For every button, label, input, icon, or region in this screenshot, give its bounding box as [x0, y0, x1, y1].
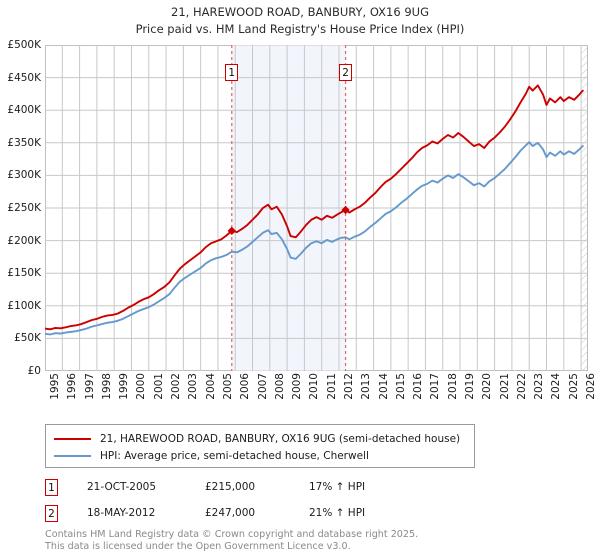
y-tick-label: £200K [7, 234, 41, 247]
transaction-hpi-delta: 17% ↑ HPI [309, 481, 366, 493]
x-tick-label: 2013 [360, 373, 373, 400]
legend-swatch-hpi [54, 454, 91, 457]
x-tick-label: 2012 [342, 373, 355, 400]
x-tick-label: 2007 [256, 373, 269, 400]
chart-marker-badge: 2 [339, 64, 353, 81]
title-line-1: 21, HAREWOOD ROAD, BANBURY, OX16 9UG [171, 5, 429, 19]
x-tick-label: 2003 [187, 373, 200, 400]
transaction-hpi-delta: 21% ↑ HPI [309, 507, 366, 519]
x-tick-label: 2017 [429, 373, 442, 400]
x-tick-label: 2001 [152, 373, 165, 400]
y-tick-label: £250K [7, 202, 41, 214]
x-tick-label: 2000 [135, 373, 148, 400]
x-tick-label: 2023 [533, 373, 546, 400]
y-tick-label: £0 [27, 365, 41, 377]
transactions-table: 1 21-OCT-2005 £215,000 17% ↑ HPI 2 18-MA… [45, 474, 475, 526]
x-tick-label: 2016 [412, 373, 425, 400]
legend-label-price-paid: 21, HAREWOOD ROAD, BANBURY, OX16 9UG (se… [100, 432, 461, 445]
x-tick-label: 2005 [221, 373, 234, 400]
chart-marker-badge: 1 [225, 64, 239, 81]
footer-attribution: Contains HM Land Registry data © Crown c… [45, 529, 585, 552]
x-tick-label: 2010 [308, 373, 321, 400]
x-tick-label: 2018 [446, 373, 459, 400]
footer-line-1: Contains HM Land Registry data © Crown c… [45, 529, 419, 540]
x-tick-label: 2008 [273, 373, 286, 400]
x-tick-label: 2002 [170, 373, 183, 400]
chart-legend: 21, HAREWOOD ROAD, BANBURY, OX16 9UG (se… [45, 424, 475, 468]
x-tick-label: 2006 [239, 373, 252, 400]
transaction-price: £215,000 [205, 481, 256, 493]
x-tick-label: 1996 [66, 373, 79, 400]
y-tick-label: £100K [7, 299, 41, 312]
table-row: 1 21-OCT-2005 £215,000 17% ↑ HPI [45, 474, 475, 500]
transaction-date: 18-MAY-2012 [87, 507, 156, 519]
y-axis: £0 £50K £100K £150K £200K £250K £300K £350K £400… [0, 39, 45, 377]
y-tick-label: £400K [7, 104, 41, 117]
x-tick-label: 1995 [49, 373, 61, 400]
y-tick-label: £50K [14, 332, 41, 345]
x-tick-label: 2011 [325, 373, 338, 400]
x-tick-label: 2014 [377, 373, 390, 400]
x-tick-label: 2020 [481, 373, 494, 400]
transaction-price: £247,000 [205, 507, 256, 519]
x-tick-label: 2015 [394, 373, 407, 400]
plot-svg [45, 45, 588, 371]
legend-item-hpi: HPI: Average price, semi-detached house,… [54, 447, 466, 464]
legend-label-hpi: HPI: Average price, semi-detached house,… [100, 449, 369, 462]
y-tick-label: £150K [7, 267, 41, 280]
transaction-date: 21-OCT-2005 [87, 481, 156, 493]
x-tick-label: 2024 [550, 373, 563, 400]
y-tick-label: £450K [7, 71, 41, 84]
legend-item-price-paid: 21, HAREWOOD ROAD, BANBURY, OX16 9UG (se… [54, 430, 466, 447]
x-tick-label: 1998 [100, 373, 113, 400]
x-tick-label: 2026 [585, 373, 598, 400]
x-tick-label: 1999 [118, 373, 131, 400]
y-tick-label: £300K [7, 169, 41, 182]
transaction-index-badge: 1 [45, 478, 58, 496]
x-tick-label: 2021 [498, 373, 511, 400]
x-tick-label: 2025 [567, 373, 580, 400]
footer-line-2: This data is licensed under the Open Gov… [45, 540, 351, 552]
legend-swatch-price-paid [54, 437, 91, 440]
x-tick-label: 2004 [204, 373, 217, 400]
x-tick-label: 2009 [291, 373, 304, 400]
x-axis: 1995 1996 1997 1998 1999 2000 2001 2002 2003 2004… [45, 373, 597, 418]
title-line-2: Price paid vs. HM Land Registry's House … [135, 22, 465, 36]
table-row: 2 18-MAY-2012 £247,000 21% ↑ HPI [45, 500, 475, 526]
y-tick-label: £350K [7, 136, 41, 149]
transaction-index-badge: 2 [45, 504, 58, 522]
page-title: 21, HAREWOOD ROAD, BANBURY, OX16 9UG Pri… [0, 0, 600, 38]
y-tick-label: £500K [7, 39, 41, 51]
x-tick-label: 2019 [464, 373, 477, 400]
x-tick-label: 2022 [515, 373, 528, 400]
x-tick-label: 1997 [83, 373, 96, 400]
